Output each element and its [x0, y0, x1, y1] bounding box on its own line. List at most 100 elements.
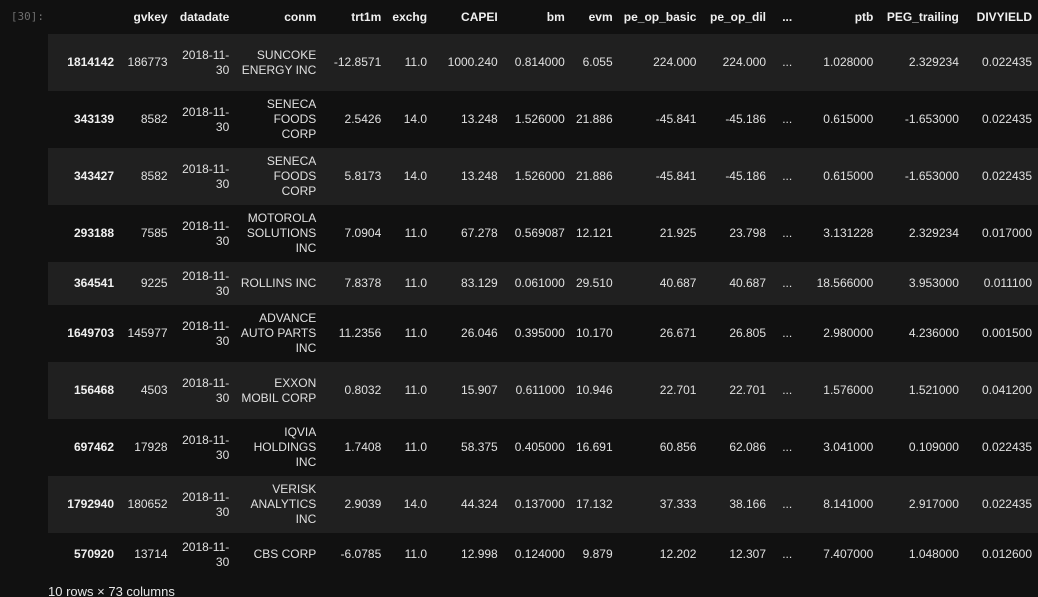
cell-trt1m: -12.8571	[333, 55, 382, 69]
cell-gvkey: 4503	[140, 383, 168, 397]
cell-exchg: 14.0	[403, 497, 428, 511]
row-index: 156468	[73, 383, 115, 397]
cell-ellipsis: ...	[782, 547, 793, 561]
cell-ptb: 8.141000	[823, 497, 874, 511]
cell-pe-op-basic: 22.701	[659, 383, 697, 397]
cell-datadate: 2018-11-30	[182, 218, 230, 248]
row-index: 343139	[73, 112, 115, 126]
cell-gvkey: 8582	[140, 169, 168, 183]
row-index: 343427	[73, 169, 115, 183]
cell-pe-op-dil: 38.166	[729, 497, 767, 511]
cell-capei: 13.248	[461, 169, 498, 183]
table-row: 343139 8582 2018-11-30 SENECA FOODS CORP 2.5…	[48, 91, 1038, 148]
cell-exchg: 14.0	[403, 169, 428, 183]
cell-gvkey: 8582	[140, 112, 168, 126]
cell-trt1m: 7.0904	[344, 226, 382, 240]
cell-conm: VERISK ANALYTICS INC	[250, 482, 317, 526]
cell-evm: 21.886	[575, 112, 613, 126]
column-header: datadate	[179, 9, 230, 24]
cell-trt1m: 11.2356	[338, 326, 382, 340]
cell-peg-trailing: -1.653000	[904, 169, 959, 183]
cell-conm: CBS CORP	[253, 547, 317, 561]
cell-exchg: 11.0	[404, 55, 428, 69]
cell-divyield: 0.022435	[981, 497, 1032, 511]
table-row: 697462 17928 2018-11-30 IQVIA HOLDINGS INC 1…	[48, 419, 1038, 476]
cell-divyield: 0.022435	[981, 169, 1032, 183]
table-row: 1649703 145977 2018-11-30 ADVANCE AUTO PART…	[48, 305, 1038, 362]
cell-trt1m: 5.8173	[344, 169, 382, 183]
cell-exchg: 11.0	[404, 276, 428, 290]
cell-bm: 1.526000	[514, 112, 565, 126]
column-header: pe_op_dil	[710, 9, 767, 24]
column-header: ...	[782, 9, 793, 24]
cell-ellipsis: ...	[782, 326, 793, 340]
cell-conm: EXXON MOBIL CORP	[241, 375, 317, 405]
cell-capei: 12.998	[461, 547, 498, 561]
cell-bm: 0.124000	[514, 547, 565, 561]
cell-datadate: 2018-11-30	[182, 539, 230, 569]
row-index: 293188	[73, 226, 115, 240]
cell-bm: 0.137000	[514, 497, 565, 511]
cell-trt1m: -6.0785	[340, 547, 382, 561]
cell-ptb: 3.131228	[823, 226, 874, 240]
cell-ellipsis: ...	[782, 112, 793, 126]
cell-exchg: 11.0	[404, 326, 428, 340]
table-row: 293188 7585 2018-11-30 MOTOROLA SOLUTIONS I…	[48, 205, 1038, 262]
dataframe-output: gvkey datadate conm trt1m exchg CAPEI bm evm pe_…	[48, 0, 1038, 576]
cell-divyield: 0.012600	[981, 547, 1032, 561]
cell-evm: 9.879	[582, 547, 613, 561]
cell-ptb: 1.028000	[823, 55, 874, 69]
column-header: evm	[588, 9, 613, 24]
cell-divyield: 0.011100	[983, 276, 1032, 290]
cell-peg-trailing: 2.917000	[908, 497, 959, 511]
cell-pe-op-basic: 60.856	[659, 440, 697, 454]
cell-gvkey: 13714	[134, 547, 168, 561]
cell-datadate: 2018-11-30	[182, 268, 230, 298]
cell-trt1m: 7.8378	[344, 276, 382, 290]
cell-peg-trailing: 2.329234	[908, 226, 959, 240]
row-index: 697462	[73, 440, 115, 454]
cell-conm: ADVANCE AUTO PARTS INC	[240, 311, 317, 355]
cell-datadate: 2018-11-30	[182, 489, 230, 519]
row-index: 1649703	[67, 326, 115, 340]
cell-pe-op-dil: -45.186	[725, 112, 767, 126]
cell-ellipsis: ...	[782, 226, 793, 240]
column-header: gvkey	[133, 9, 168, 24]
cell-ellipsis: ...	[782, 276, 793, 290]
cell-pe-op-basic: 40.687	[659, 276, 697, 290]
row-index: 1792940	[67, 497, 115, 511]
cell-evm: 6.055	[582, 55, 613, 69]
cell-peg-trailing: 4.236000	[908, 326, 959, 340]
cell-pe-op-dil: 40.687	[729, 276, 767, 290]
cell-bm: 0.569087	[514, 226, 565, 240]
cell-evm: 29.510	[575, 276, 613, 290]
cell-pe-op-dil: 22.701	[729, 383, 767, 397]
cell-evm: 21.886	[575, 169, 613, 183]
cell-peg-trailing: 1.521000	[908, 383, 959, 397]
cell-trt1m: 1.7408	[344, 440, 382, 454]
table-row: 570920 13714 2018-11-30 CBS CORP -6.0785 11.0…	[48, 533, 1038, 576]
cell-conm: MOTOROLA SOLUTIONS INC	[246, 211, 317, 255]
cell-pe-op-dil: -45.186	[725, 169, 767, 183]
cell-ptb: 1.576000	[823, 383, 874, 397]
cell-bm: 0.405000	[514, 440, 565, 454]
header-row: gvkey datadate conm trt1m exchg CAPEI bm evm pe_…	[48, 0, 1038, 34]
cell-ptb: 0.615000	[823, 112, 874, 126]
cell-pe-op-basic: 224.000	[653, 55, 697, 69]
row-index: 570920	[73, 547, 115, 561]
cell-ptb: 18.566000	[816, 276, 874, 290]
cell-bm: 0.611000	[515, 383, 565, 397]
column-header: DIVYIELD	[976, 9, 1032, 24]
cell-conm: SENECA FOODS CORP	[266, 97, 317, 141]
cell-gvkey: 7585	[140, 226, 168, 240]
cell-pe-op-dil: 12.307	[729, 547, 767, 561]
cell-peg-trailing: -1.653000	[904, 112, 959, 126]
cell-ellipsis: ...	[782, 55, 793, 69]
cell-ptb: 0.615000	[823, 169, 874, 183]
cell-exchg: 14.0	[403, 112, 428, 126]
cell-pe-op-basic: -45.841	[655, 169, 697, 183]
row-index: 364541	[73, 276, 115, 290]
execution-prompt: [30]:	[10, 10, 44, 23]
cell-evm: 10.170	[575, 326, 613, 340]
